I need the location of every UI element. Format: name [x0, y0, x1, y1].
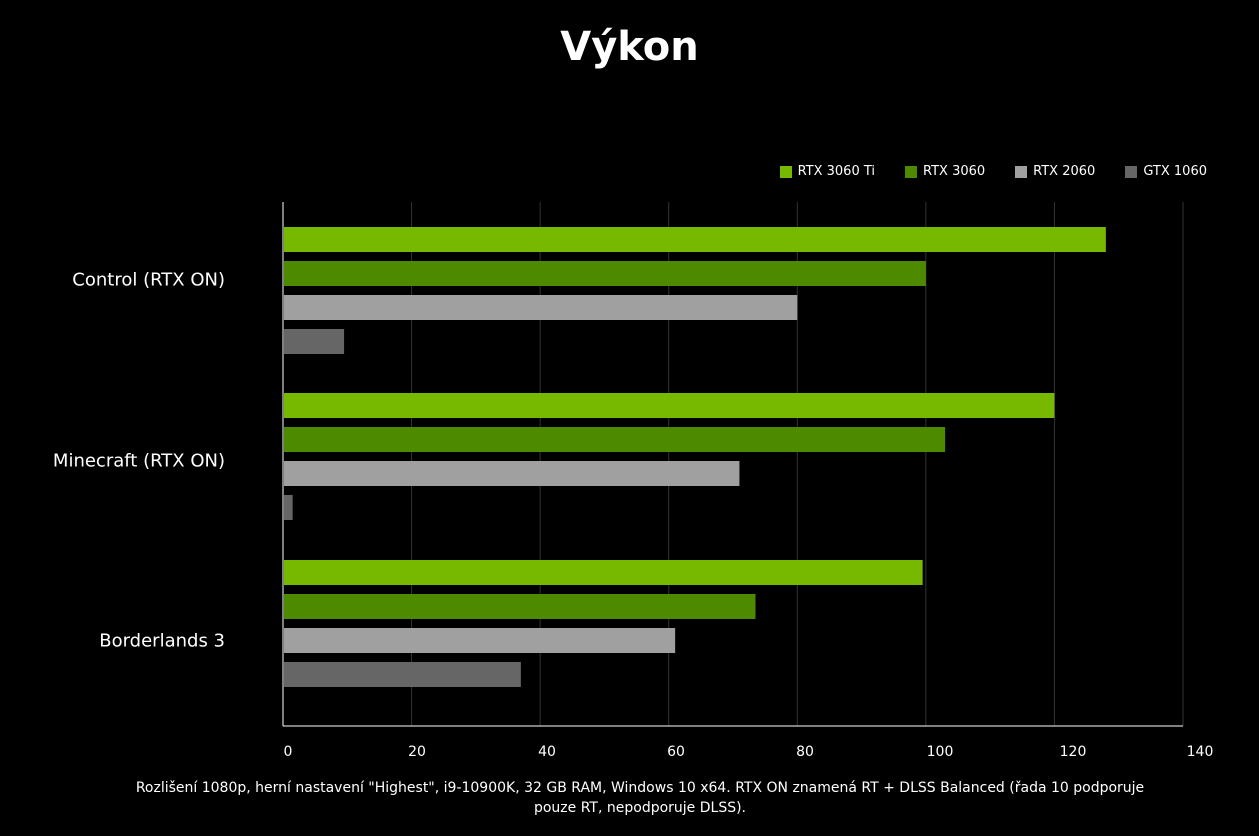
- legend-item-rtx-3060: RTX 3060: [905, 164, 985, 179]
- x-tick-label: 100: [926, 744, 954, 760]
- legend-label: RTX 3060: [923, 164, 986, 179]
- legend-item-gtx-1060: GTX 1060: [1125, 164, 1207, 179]
- x-tick-label: 120: [1059, 744, 1087, 760]
- x-tick-label: 60: [667, 744, 685, 760]
- legend-label: RTX 3060 Ti: [797, 164, 875, 179]
- x-tick-label: 80: [796, 744, 814, 760]
- bar: [284, 628, 676, 653]
- bar: [284, 329, 345, 354]
- category-label-control: Control (RTX ON): [72, 269, 225, 291]
- chart-title: Výkon: [560, 24, 699, 70]
- bar: [284, 560, 923, 585]
- bar: [284, 662, 521, 687]
- legend-swatch: [1015, 165, 1028, 178]
- legend: RTX 3060 Ti RTX 3060 RTX 2060 GTX 1060: [779, 164, 1207, 179]
- bar: [284, 261, 926, 286]
- bar: [284, 295, 798, 320]
- bar: [284, 461, 740, 486]
- legend-item-rtx-3060-ti: RTX 3060 Ti: [779, 164, 875, 179]
- legend-item-rtx-2060: RTX 2060: [1015, 164, 1095, 179]
- legend-swatch: [905, 165, 917, 178]
- bar: [284, 393, 1055, 418]
- legend-label: RTX 2060: [1033, 164, 1096, 179]
- bar: [284, 427, 946, 452]
- x-tick-label: 20: [408, 744, 426, 760]
- x-tick-label: 40: [538, 744, 556, 760]
- category-label-borderlands-3: Borderlands 3: [99, 630, 225, 652]
- legend-swatch: [779, 165, 792, 178]
- bar: [284, 594, 756, 619]
- bar: [284, 227, 1106, 252]
- x-tick-label: 140: [1186, 744, 1214, 760]
- bar: [284, 495, 293, 520]
- category-label-minecraft: Minecraft (RTX ON): [52, 450, 225, 472]
- x-tick-label: 0: [283, 744, 293, 760]
- legend-label: GTX 1060: [1143, 164, 1207, 179]
- footnote: Rozlišení 1080p, herní nastavení "Highes…: [135, 780, 1145, 816]
- legend-swatch: [1125, 165, 1138, 178]
